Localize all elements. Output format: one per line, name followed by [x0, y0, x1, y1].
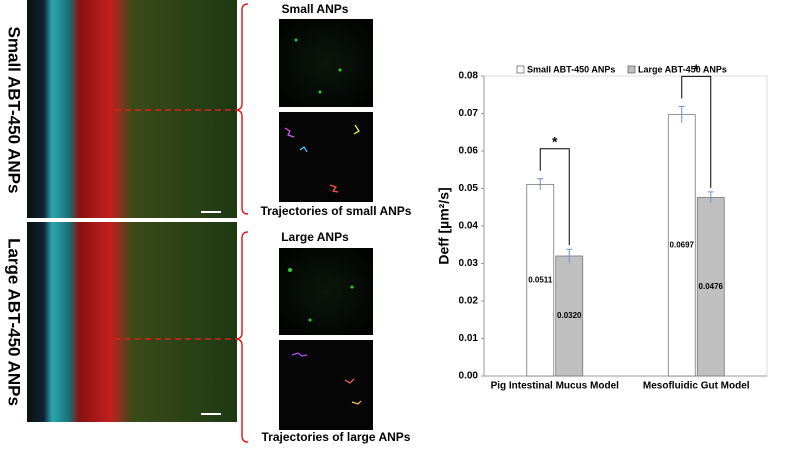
y-tick-label: 0.02	[459, 296, 479, 307]
y-tick-label: 0.07	[459, 108, 479, 119]
value-label: 0.0511	[528, 275, 553, 284]
inset-caption: Trajectories of small ANPs	[261, 204, 412, 218]
y-tick-label: 0.06	[459, 146, 479, 157]
inset-title: Large ANPs	[281, 230, 349, 244]
bar	[526, 183, 555, 377]
y-tick-label: 0.04	[459, 221, 479, 232]
inset-caption: Trajectories of large ANPs	[262, 430, 411, 444]
microscopy-image	[27, 0, 237, 218]
x-tick-label: Mesofluidic Gut Model	[643, 381, 750, 392]
inset-title: Small ANPs	[282, 2, 349, 16]
bracket	[234, 231, 249, 443]
particles	[288, 38, 354, 322]
significance-bracket	[681, 75, 712, 188]
y-tick-label: 0.00	[459, 371, 479, 382]
row-label: Large ABT-450 ANPs	[5, 238, 24, 406]
y-tick-label: 0.01	[459, 333, 479, 344]
value-label: 0.0476	[699, 282, 724, 291]
bar	[667, 114, 696, 377]
microscopy-image	[27, 222, 237, 422]
y-tick-label: 0.03	[459, 258, 479, 269]
legend-label: Small ABT-450 ANPs	[527, 64, 615, 74]
legend-label: Large ABT-450 ANPs	[638, 64, 727, 74]
legend-swatch	[627, 65, 636, 74]
y-axis-label: Deff [µm²/s]	[436, 187, 452, 264]
trajectory-image	[279, 112, 373, 202]
significance-star: *	[552, 133, 558, 149]
inset-image	[279, 19, 373, 107]
y-tick-label: 0.05	[459, 183, 479, 194]
y-tick-label: 0.08	[459, 71, 479, 82]
inset-image	[279, 248, 373, 335]
bar	[696, 197, 725, 377]
bar	[555, 255, 584, 377]
value-label: 0.0697	[670, 240, 695, 249]
legend-swatch	[516, 65, 525, 74]
value-label: 0.0320	[557, 311, 582, 320]
significance-star: *	[694, 61, 700, 77]
row-label: Small ABT-450 ANPs	[5, 27, 24, 194]
trajectory-image	[279, 340, 373, 430]
significance-bracket	[539, 148, 570, 246]
bracket	[234, 3, 249, 215]
trajectories	[284, 124, 362, 405]
x-tick-label: Pig Intestinal Mucus Model	[491, 381, 620, 392]
